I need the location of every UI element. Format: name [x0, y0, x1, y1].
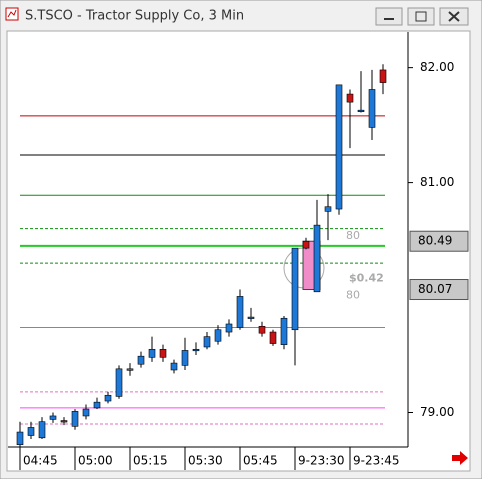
price-marker-box — [409, 279, 469, 301]
price-marker-box — [409, 230, 469, 252]
candle-body — [313, 224, 321, 293]
window-title: S.TSCO - Tractor Supply Co, 3 Min — [25, 9, 244, 24]
y-tick-label: 79.00 — [420, 405, 454, 419]
candle-body — [159, 348, 167, 358]
candle-body — [115, 368, 123, 397]
candle-body — [258, 325, 266, 334]
app-icon — [5, 7, 19, 21]
candle-body — [170, 362, 178, 371]
x-tick-label: 9-23:45 — [353, 454, 400, 468]
x-tick-label: 05:15 — [133, 454, 168, 468]
chart-area — [6, 30, 471, 472]
candle-body — [324, 206, 332, 212]
candle-body — [214, 329, 222, 342]
candle-body — [137, 355, 145, 365]
close-icon — [448, 11, 460, 22]
window-controls — [375, 7, 469, 26]
annotation: $0.42 — [349, 271, 384, 284]
candle-body — [357, 109, 365, 112]
candle-body — [27, 427, 35, 436]
candle-body — [104, 394, 112, 402]
candle-body — [203, 336, 211, 348]
candle-body — [280, 317, 288, 345]
y-tick-label: 81.00 — [420, 175, 454, 189]
candle-body — [335, 84, 343, 210]
candle-body — [236, 296, 244, 328]
candle-body — [247, 316, 255, 319]
candle-body — [181, 350, 189, 366]
annotation: 80 — [346, 229, 360, 242]
x-tick-label: 04:45 — [23, 454, 58, 468]
candle-body — [368, 89, 376, 128]
candle-body — [269, 331, 277, 344]
candle-body — [225, 323, 233, 333]
candle-body — [71, 411, 79, 427]
candle-body — [49, 415, 57, 420]
candle-body — [60, 420, 68, 423]
candle-body — [291, 247, 299, 331]
candle-body — [302, 240, 310, 249]
candle-body — [346, 93, 354, 103]
price-marker-label: 80.07 — [418, 282, 452, 296]
annotation: 80 — [346, 289, 360, 302]
candle-body — [192, 348, 200, 352]
candle-body — [126, 368, 134, 371]
candle-body — [93, 401, 101, 409]
candle-body — [148, 348, 156, 358]
candle-body — [379, 69, 387, 83]
restore-icon — [415, 11, 427, 22]
y-tick-label: 82.00 — [420, 60, 454, 74]
x-tick-label: 9-23:30 — [298, 454, 345, 468]
x-tick-label: 05:30 — [188, 454, 223, 468]
price-marker-label: 80.49 — [418, 234, 452, 248]
candle-body — [82, 408, 90, 417]
x-tick-label: 05:45 — [243, 454, 278, 468]
minimize-button[interactable] — [375, 7, 403, 26]
x-tick-label: 05:00 — [78, 454, 113, 468]
candle-body — [38, 421, 46, 439]
candle-body — [16, 431, 24, 446]
app-icon-glyph — [7, 9, 17, 18]
restore-button[interactable] — [407, 7, 435, 26]
scroll-right-arrow[interactable] — [452, 451, 468, 465]
